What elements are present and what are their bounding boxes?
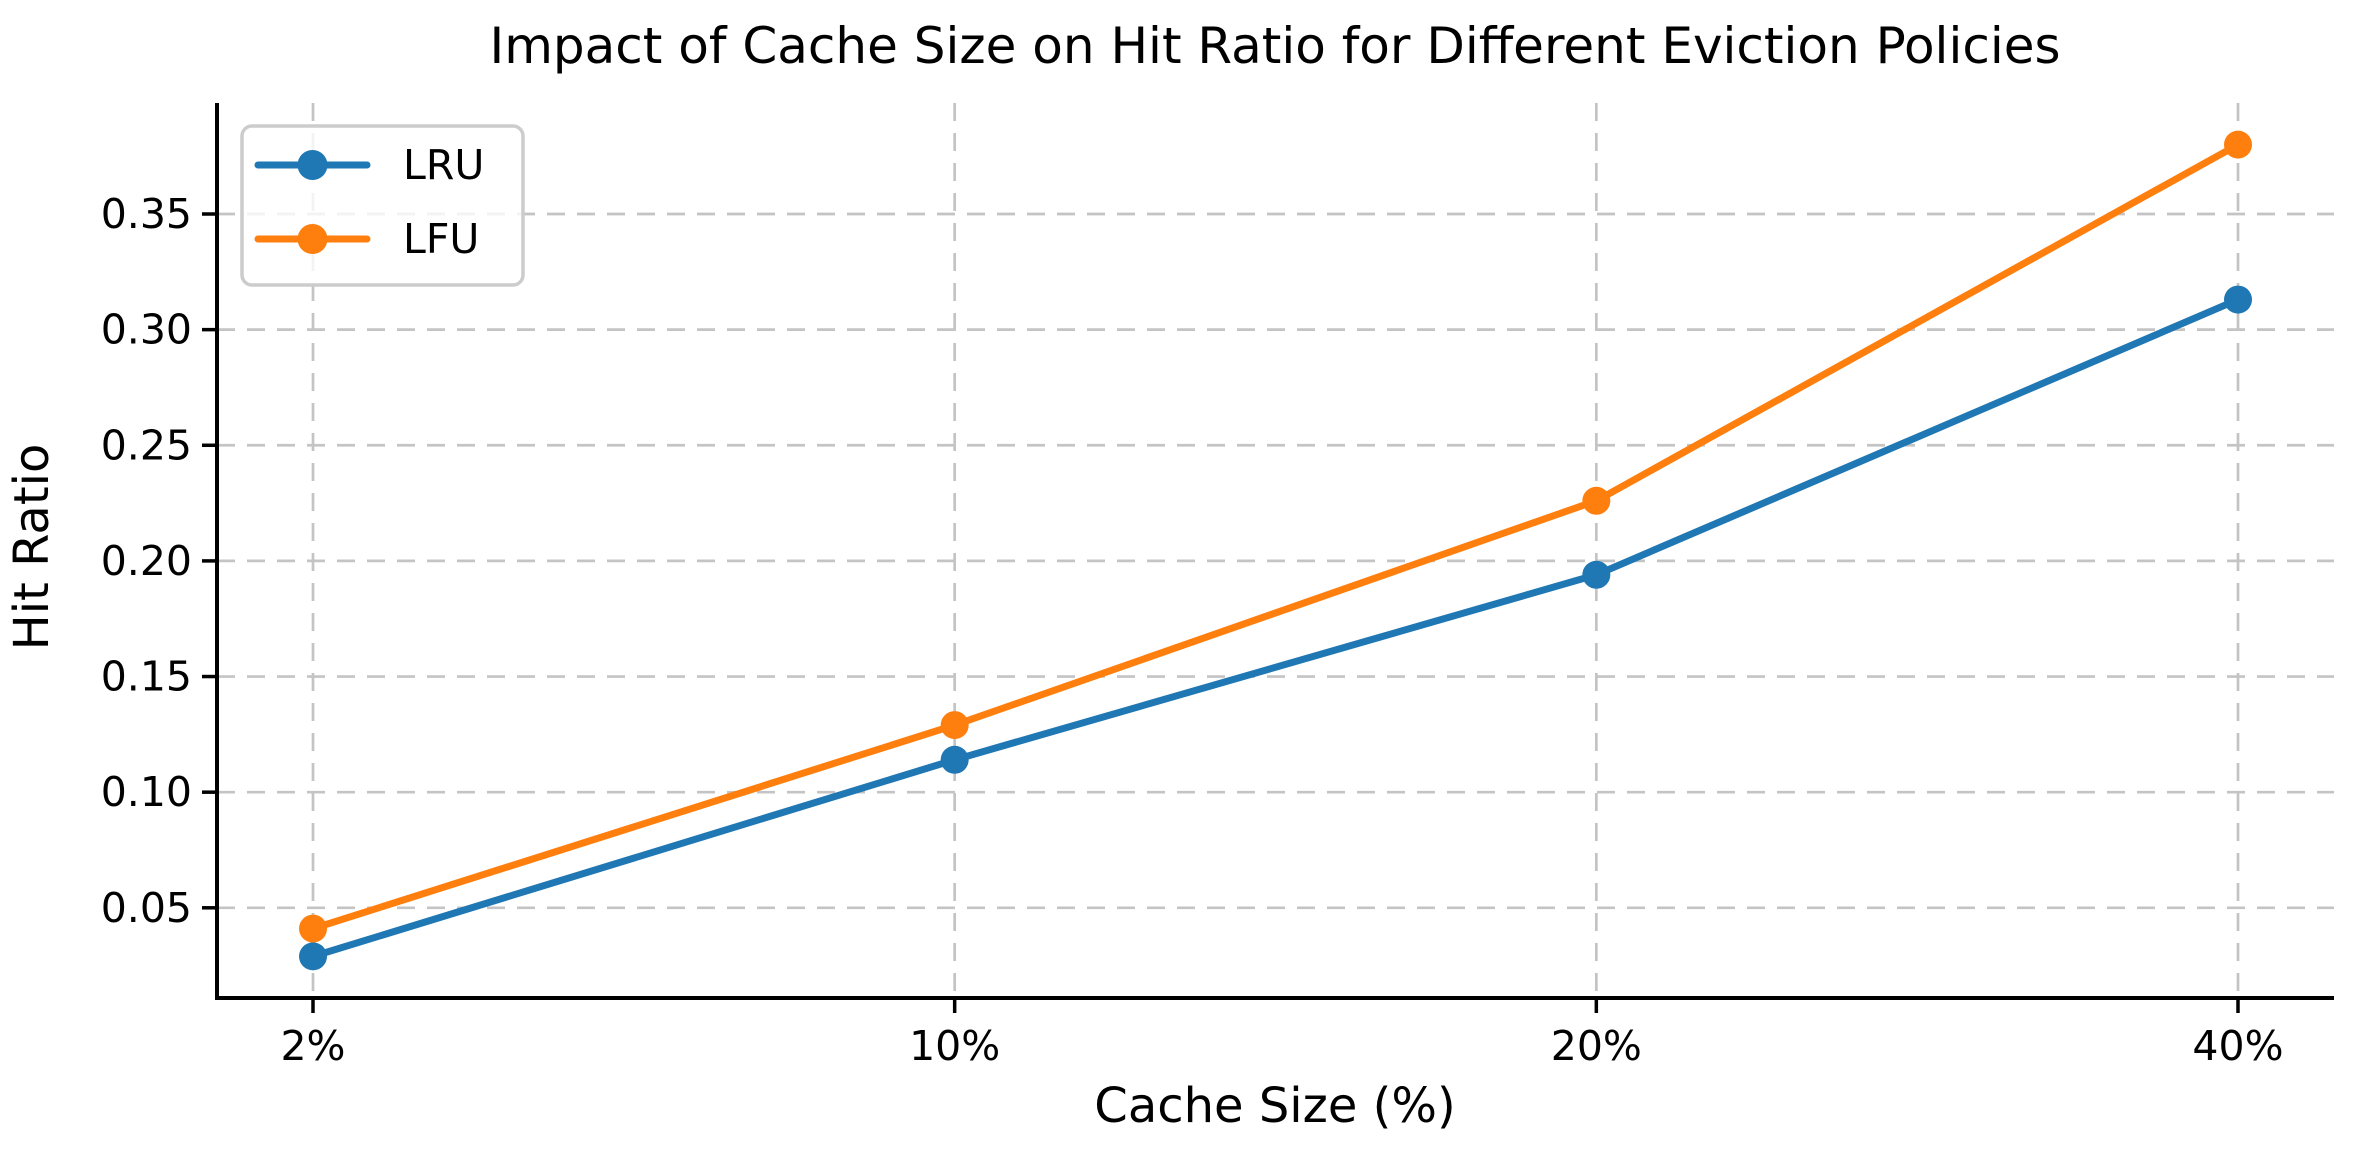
y-tick-label: 0.10 [101,768,192,816]
legend-marker-lfu [297,224,328,254]
y-tick-label: 0.30 [101,306,192,354]
legend-label-lfu: LFU [403,215,479,263]
y-tick-label: 0.25 [101,421,192,469]
lfu-data-point [2224,130,2252,159]
lru-data-point [1582,560,1611,589]
y-tick-label: 0.05 [101,884,192,932]
x-tick-label: 10% [909,1022,1000,1070]
x-tick-label: 40% [2192,1022,2283,1070]
lfu-data-point [299,914,327,943]
lru-line [309,296,2242,960]
y-tick-label: 0.20 [101,537,192,585]
lru-data-point [940,745,969,774]
chart-title: Impact of Cache Size on Hit Ratio for Di… [489,17,2060,75]
y-axis-label: Hit Ratio [4,444,60,651]
legend-marker-lru [297,150,328,180]
lfu-line [309,141,2242,933]
legend-label-lru: LRU [403,141,484,189]
y-tick-label: 0.35 [101,190,192,238]
lru-data-point [2224,285,2252,314]
lfu-data-point [1582,486,1611,515]
y-tick-label: 0.15 [101,653,192,701]
legend: LRU LFU [240,124,525,287]
lfu-data-point [940,711,969,740]
lru-data-point [299,942,327,971]
x-tick-label: 20% [1551,1022,1642,1070]
x-axis-label: Cache Size (%) [1094,1078,1455,1134]
data-series [299,130,2252,971]
gridlines [217,103,2334,998]
x-tick-label: 2% [280,1022,345,1070]
axis-ticks: 2% 10% 20% 40% 0.05 0.10 0.15 0.20 0.25 0.30 0.35 [101,190,2284,1070]
